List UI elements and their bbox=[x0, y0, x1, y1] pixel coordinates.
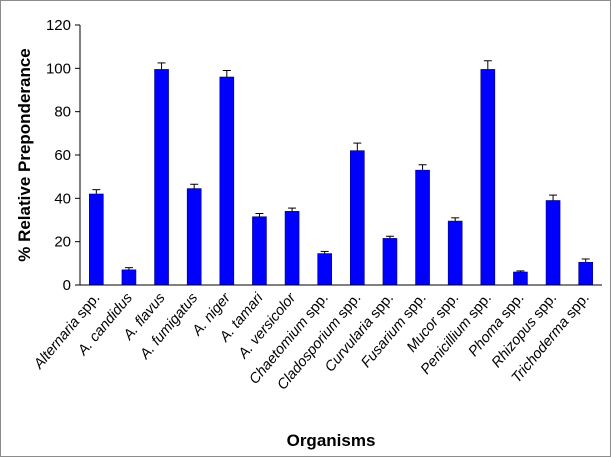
bar bbox=[219, 76, 235, 286]
error-bars bbox=[92, 60, 590, 272]
y-tick-label: 80 bbox=[54, 104, 71, 121]
y-tick-label: 60 bbox=[54, 147, 71, 164]
bar bbox=[121, 269, 137, 286]
y-tick-label: 0 bbox=[63, 277, 71, 294]
bar bbox=[513, 271, 528, 286]
y-tick-label: 40 bbox=[54, 190, 71, 207]
bar bbox=[447, 220, 463, 286]
bar bbox=[186, 188, 202, 286]
bar bbox=[382, 238, 398, 286]
bar bbox=[284, 211, 300, 286]
bar bbox=[350, 150, 365, 286]
bar bbox=[89, 193, 104, 286]
x-axis-title: Organisms bbox=[287, 431, 376, 450]
bar bbox=[154, 69, 169, 286]
bar bbox=[545, 200, 561, 286]
bar bbox=[415, 169, 430, 286]
y-axis-ticks: 0 20 40 60 80 100 120 bbox=[46, 17, 80, 294]
bars bbox=[89, 69, 593, 286]
y-axis-title: % Relative Preponderance bbox=[15, 48, 34, 262]
y-tick-label: 120 bbox=[46, 17, 71, 34]
y-tick-label: 100 bbox=[46, 60, 71, 77]
y-tick-label: 20 bbox=[54, 234, 71, 251]
bar bbox=[480, 69, 496, 286]
bar bbox=[578, 261, 593, 286]
bar bbox=[317, 253, 332, 286]
bar bbox=[252, 216, 267, 286]
